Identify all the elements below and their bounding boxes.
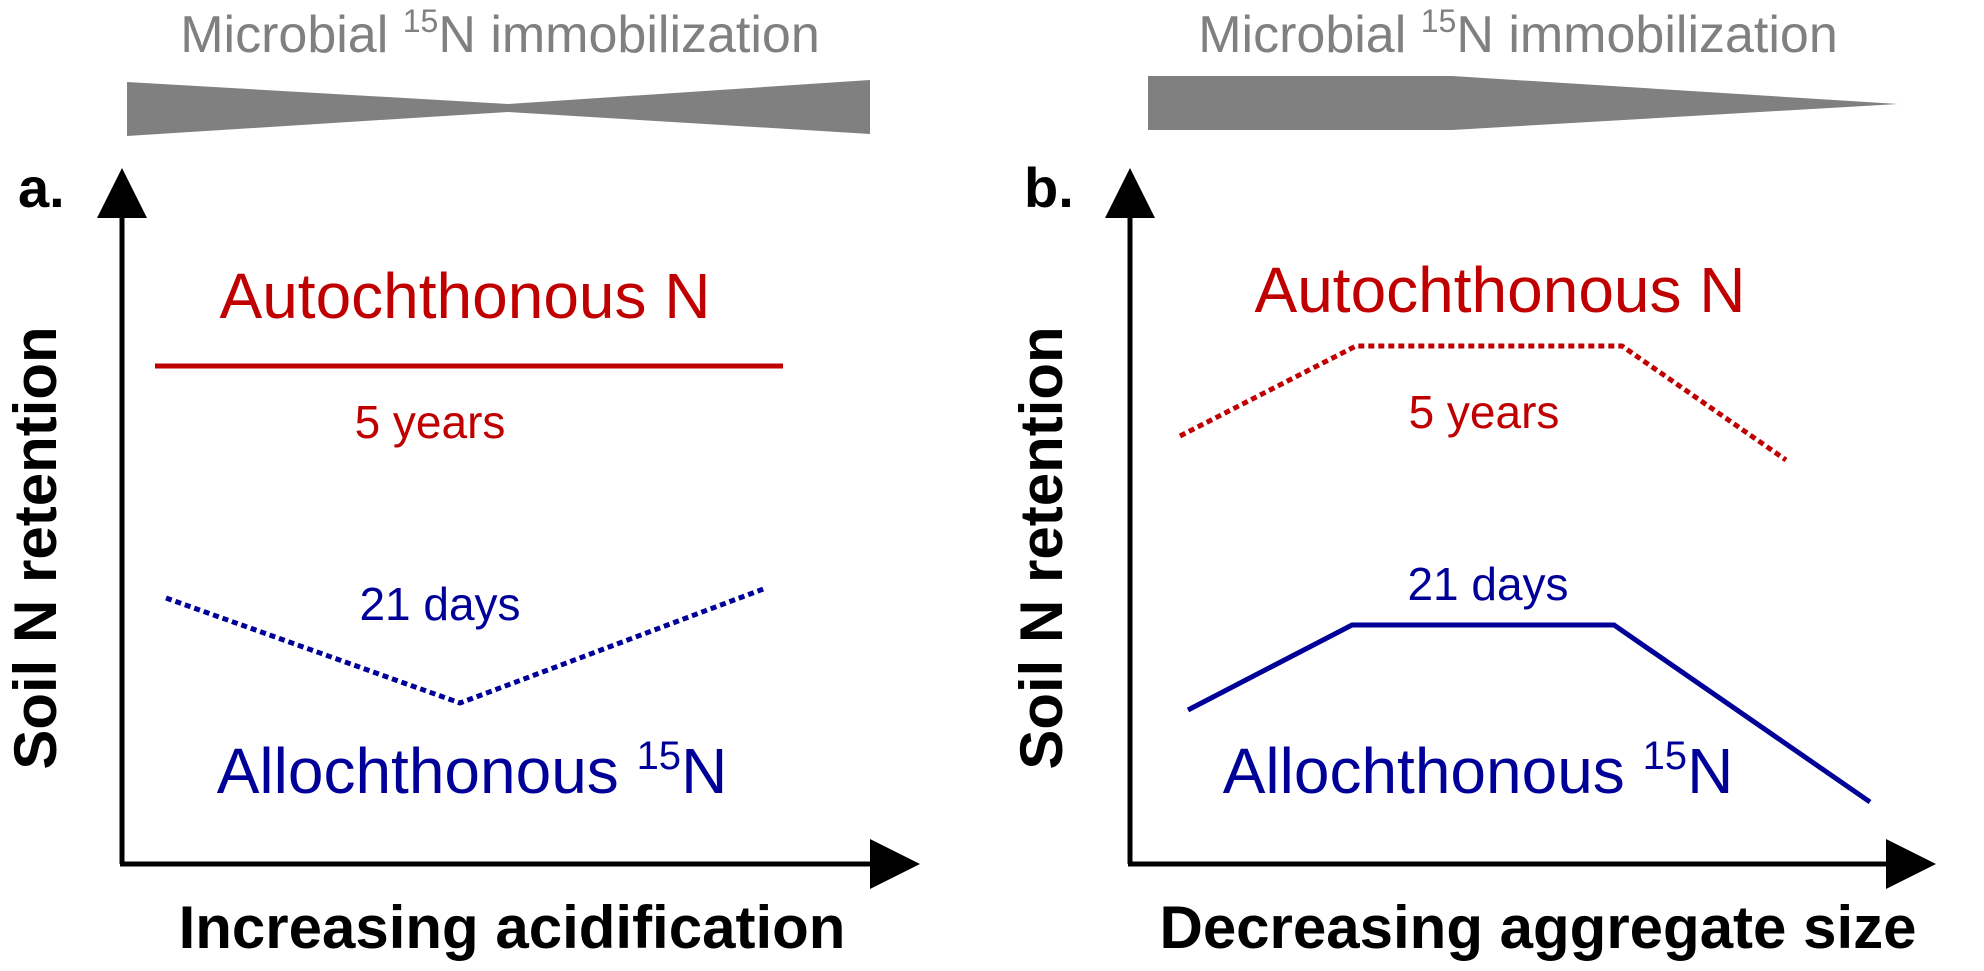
panel-a-x-label: Increasing acidification <box>179 894 846 961</box>
panel-a-header: Microbial 15N immobilization <box>180 3 820 64</box>
panel-b-autochthonous-line <box>1178 343 1788 463</box>
panel-a-allochthonous-period: 21 days <box>359 578 520 630</box>
panel-b-y-label: Soil N retention <box>1008 326 1075 769</box>
panel-b-letter: b. <box>1024 156 1074 219</box>
panel-b-allochthonous-label: Allochthonous 15N <box>1223 734 1734 807</box>
panel-b-x-label: Decreasing aggregate size <box>1159 894 1916 961</box>
panel-a: Microbial 15N immobilization a. Soil N r… <box>2 3 920 961</box>
panel-b-header: Microbial 15N immobilization <box>1198 3 1838 64</box>
panel-b-autochthonous-label: Autochthonous N <box>1255 254 1746 326</box>
panel-b-immobilization-wedge <box>1148 76 1898 130</box>
panel-a-autochthonous-label: Autochthonous N <box>220 260 711 332</box>
panel-b-allochthonous-period: 21 days <box>1407 558 1568 610</box>
panel-a-autochthonous-period: 5 years <box>355 396 506 448</box>
panel-a-immobilization-wedge <box>127 80 870 136</box>
panel-b-autochthonous-period: 5 years <box>1409 386 1560 438</box>
panel-a-allochthonous-line <box>165 585 767 706</box>
panel-b: Microbial 15N immobilization b. Soil N r… <box>1008 3 1936 961</box>
panel-a-letter: a. <box>18 156 65 219</box>
panel-a-y-label: Soil N retention <box>2 326 69 769</box>
panel-b-allochthonous-line <box>1186 622 1872 805</box>
panel-a-allochthonous-label: Allochthonous 15N <box>217 734 728 807</box>
